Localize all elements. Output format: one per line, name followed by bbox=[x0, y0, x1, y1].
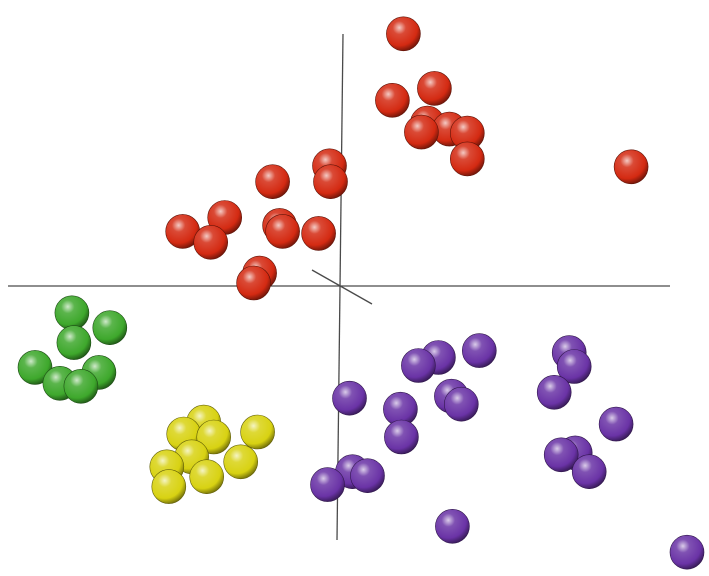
data-point bbox=[265, 214, 300, 249]
data-point bbox=[375, 83, 410, 118]
data-point bbox=[193, 225, 228, 260]
data-point bbox=[236, 265, 271, 301]
depth-axis bbox=[311, 269, 373, 305]
data-point bbox=[417, 71, 452, 106]
point-cluster-4 bbox=[310, 333, 705, 570]
data-point bbox=[313, 164, 348, 199]
data-point bbox=[92, 310, 128, 346]
data-point bbox=[435, 508, 470, 544]
data-point bbox=[556, 349, 592, 384]
data-point bbox=[301, 216, 336, 251]
data-point bbox=[669, 534, 705, 570]
axes bbox=[8, 33, 670, 541]
data-point bbox=[255, 164, 290, 199]
data-point bbox=[386, 16, 421, 52]
point-cluster-2 bbox=[17, 295, 128, 404]
data-point bbox=[189, 459, 224, 495]
point-cluster-3 bbox=[149, 404, 275, 504]
data-point bbox=[196, 419, 231, 455]
data-point bbox=[63, 368, 99, 404]
data-point bbox=[384, 419, 419, 455]
data-point bbox=[443, 386, 479, 422]
data-point bbox=[56, 325, 92, 360]
data-point bbox=[17, 350, 53, 385]
data-point bbox=[350, 458, 385, 494]
data-point bbox=[404, 114, 439, 150]
data-point bbox=[223, 444, 258, 480]
data-point bbox=[151, 469, 187, 504]
data-point bbox=[598, 406, 634, 442]
data-point bbox=[543, 437, 579, 473]
vertical-axis bbox=[336, 33, 344, 541]
data-point bbox=[54, 295, 90, 331]
data-points bbox=[17, 16, 705, 570]
data-point bbox=[449, 141, 485, 177]
data-point bbox=[240, 414, 275, 450]
data-point bbox=[332, 380, 367, 416]
data-point bbox=[461, 333, 497, 368]
data-point bbox=[401, 348, 436, 383]
data-point bbox=[536, 374, 572, 410]
data-point bbox=[571, 454, 607, 490]
data-point bbox=[310, 467, 345, 502]
data-point bbox=[613, 149, 649, 185]
point-cluster-1 bbox=[165, 16, 649, 301]
